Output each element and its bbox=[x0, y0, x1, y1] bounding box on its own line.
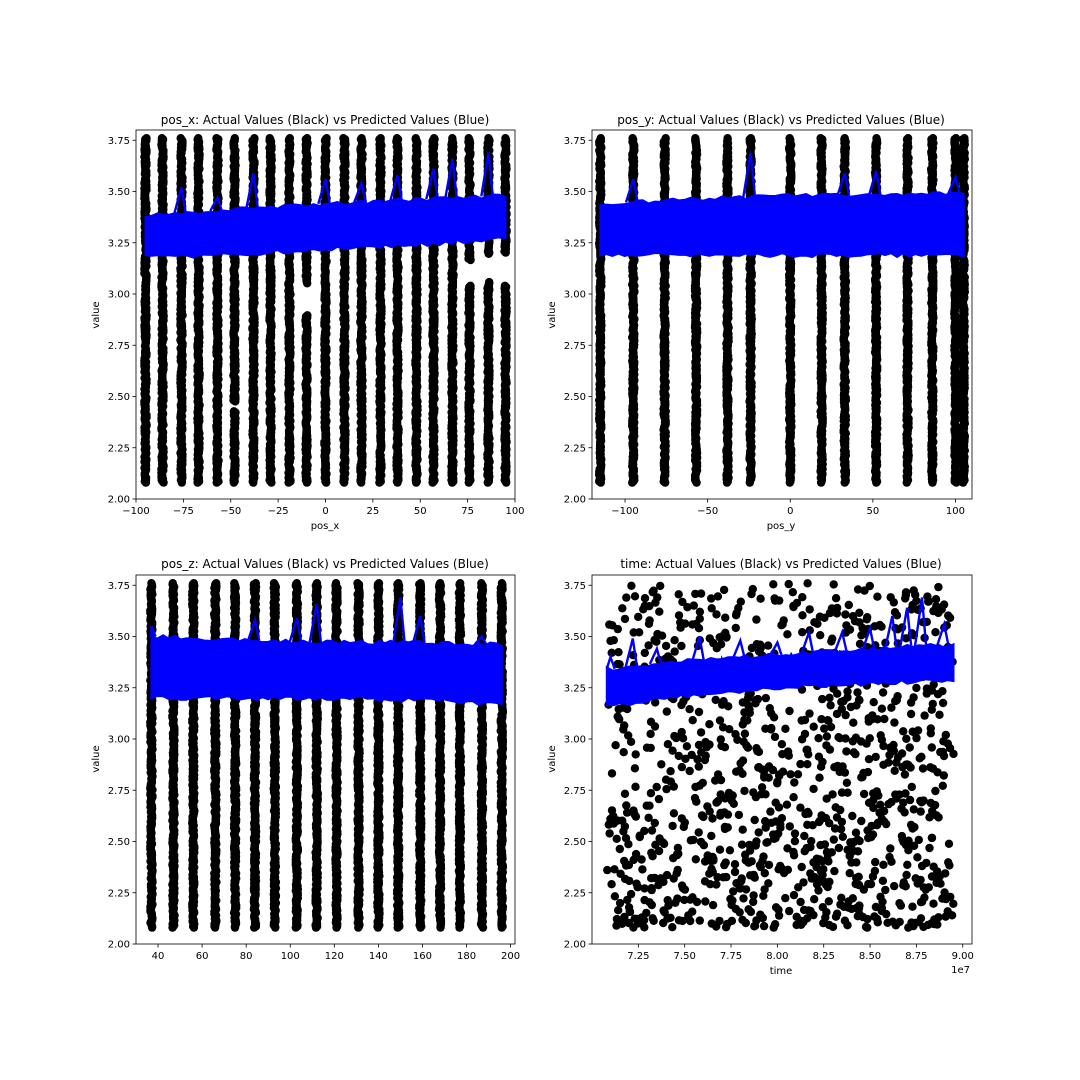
actual-point bbox=[376, 134, 385, 143]
actual-point bbox=[285, 134, 295, 143]
actual-point bbox=[411, 134, 420, 143]
actual-point bbox=[265, 134, 274, 143]
actual-point bbox=[429, 134, 439, 143]
plot-area bbox=[140, 134, 511, 487]
actual-point bbox=[212, 134, 221, 143]
actual-point bbox=[230, 134, 239, 143]
actual-point bbox=[250, 134, 259, 143]
actual-point bbox=[157, 134, 167, 143]
y-axis-label: value bbox=[91, 301, 102, 328]
subplot-pos-x: pos_x: Actual Values (Black) vs Predicte… bbox=[91, 113, 525, 532]
actual-point bbox=[142, 134, 151, 143]
actual-point bbox=[302, 134, 312, 143]
actual-point bbox=[176, 134, 185, 143]
actual-point bbox=[303, 311, 312, 320]
actual-point bbox=[322, 134, 331, 143]
actual-point bbox=[229, 407, 239, 416]
actual-point bbox=[194, 134, 203, 143]
actual-values-series bbox=[140, 134, 511, 487]
actual-point bbox=[339, 134, 348, 143]
x-axis-label: pos_x bbox=[311, 521, 340, 532]
subplot-title: pos_x: Actual Values (Black) vs Predicte… bbox=[161, 113, 490, 127]
actual-point bbox=[357, 134, 366, 143]
actual-point bbox=[392, 134, 402, 143]
